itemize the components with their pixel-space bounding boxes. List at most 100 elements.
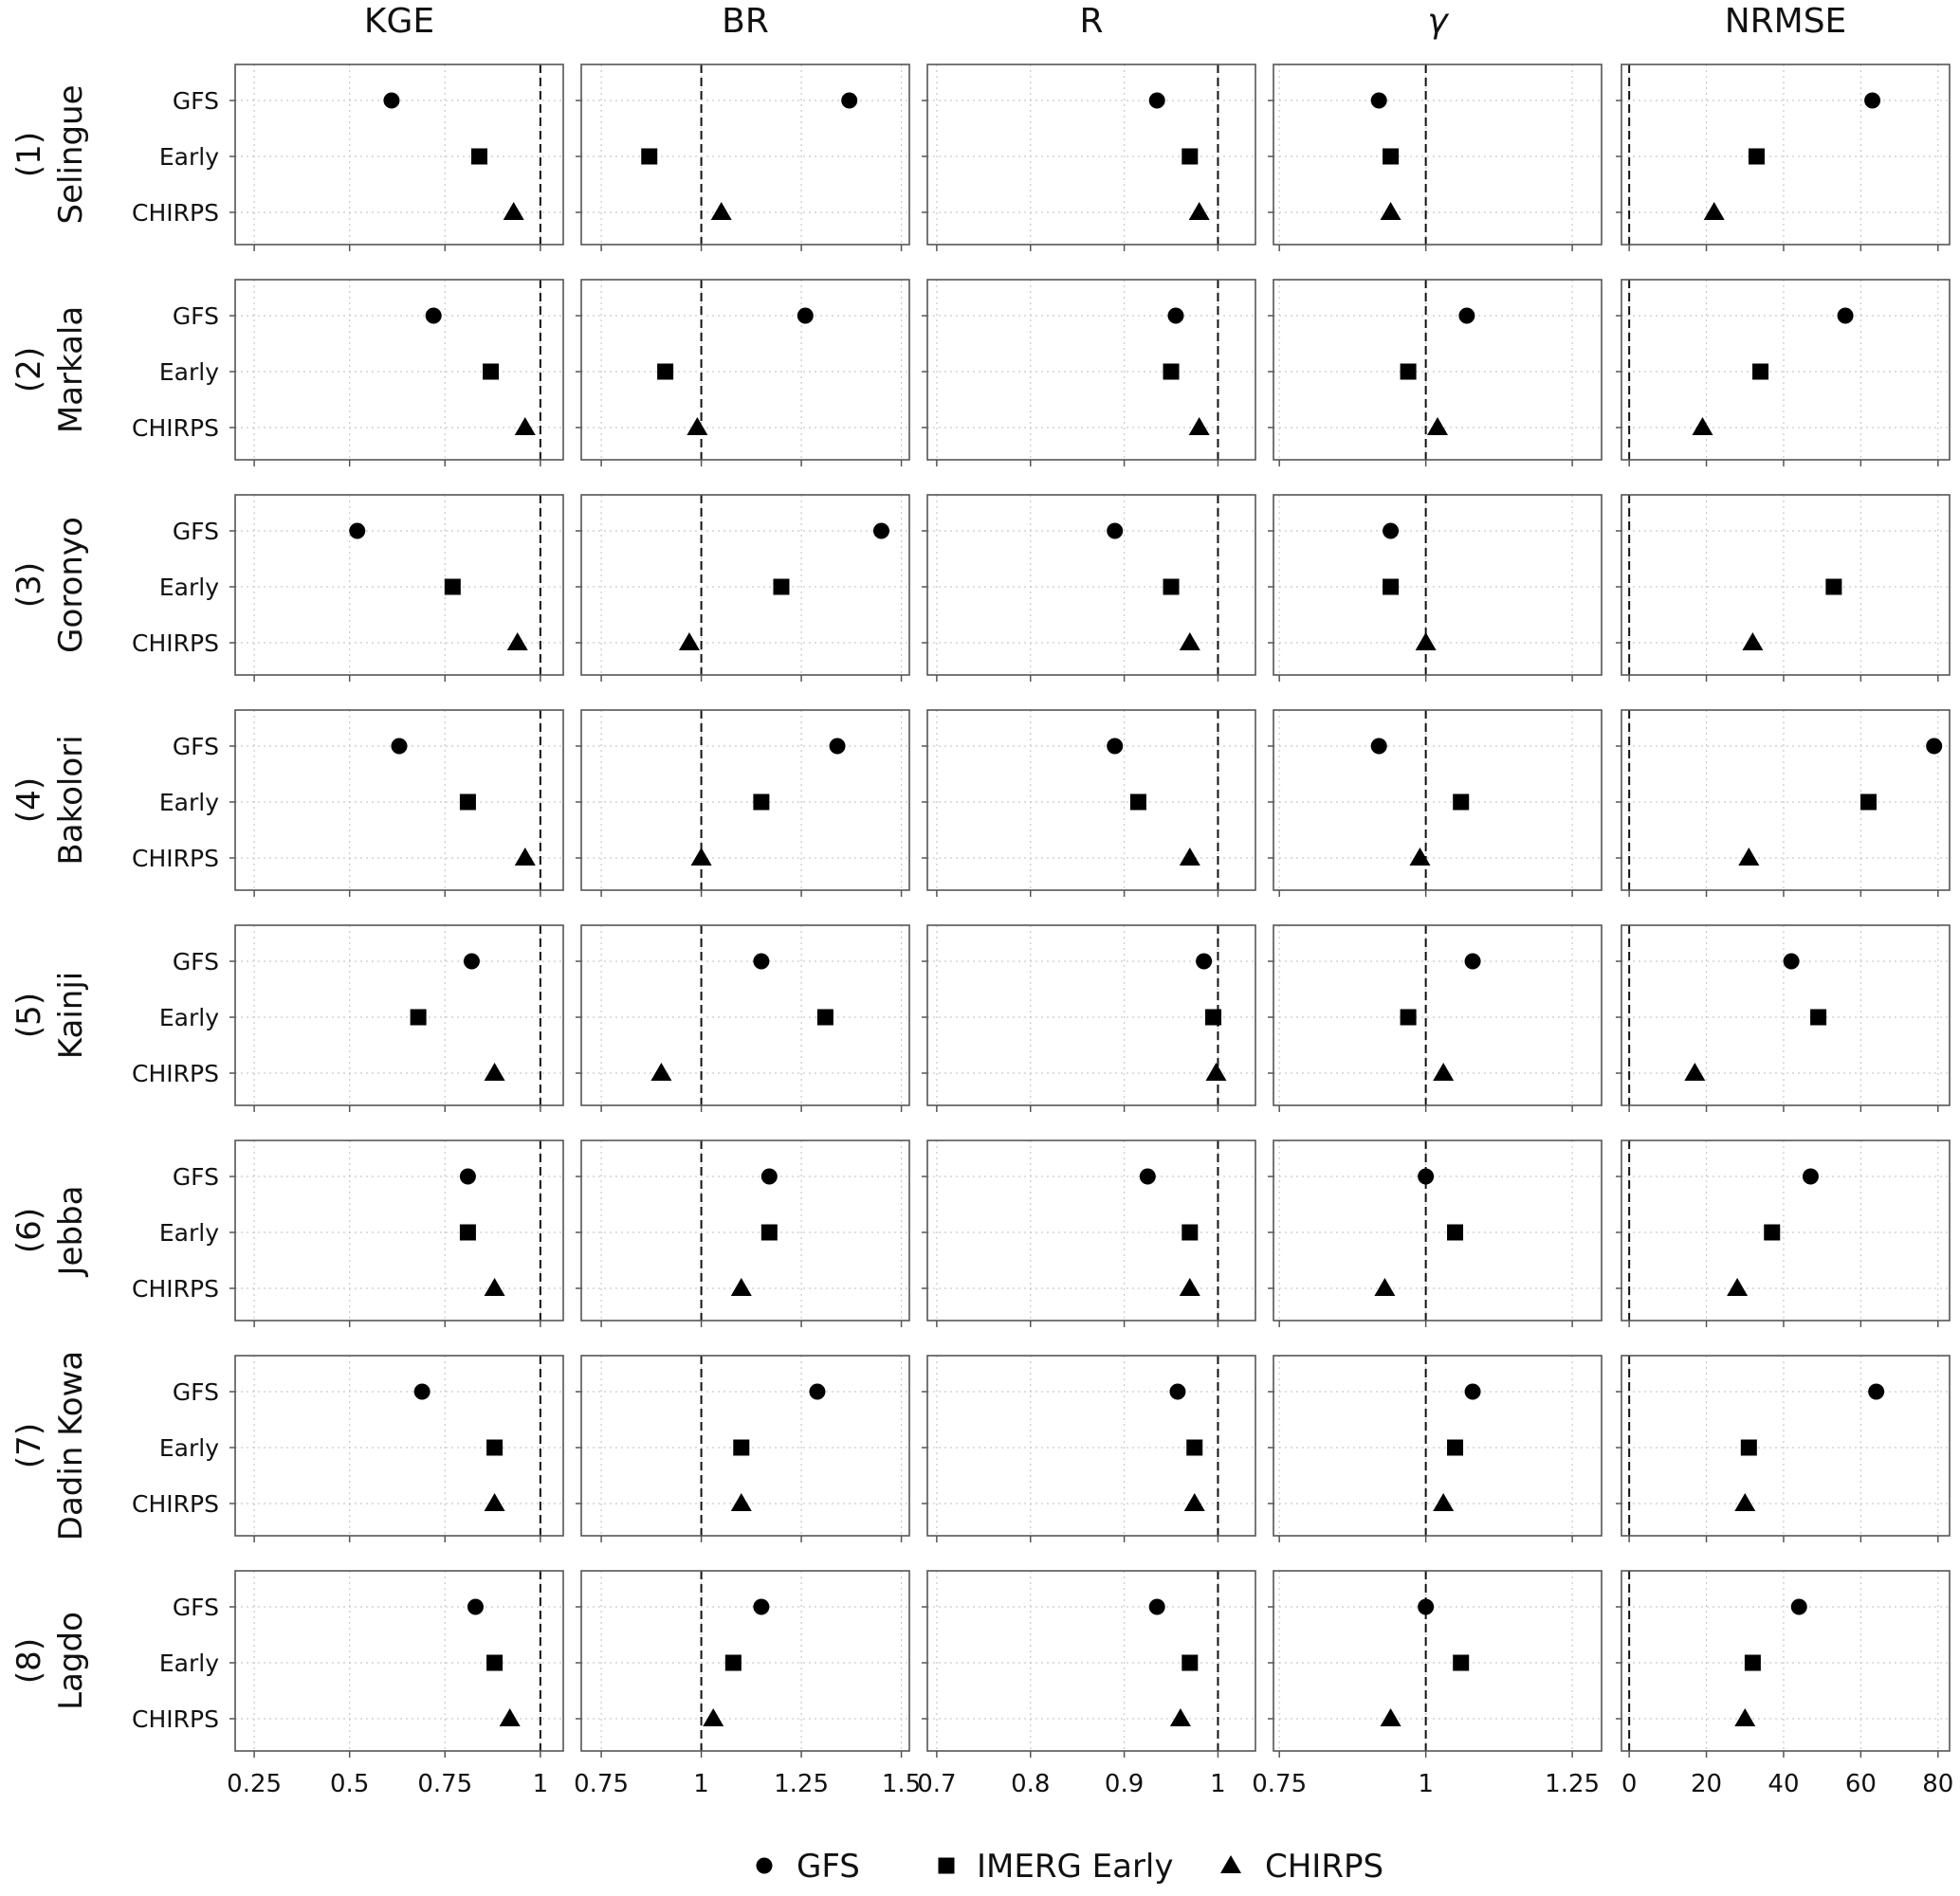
data-point-circle: [349, 522, 366, 539]
panel-frame: [926, 924, 1256, 1106]
reservoir-label: (2) Markala: [10, 306, 90, 433]
data-point-circle: [1790, 1598, 1807, 1615]
data-point-square: [1181, 1654, 1199, 1671]
data-point-square: [657, 363, 674, 380]
data-point-circle: [1926, 738, 1943, 755]
panel-frame: [1621, 1355, 1951, 1537]
data-point-circle: [1783, 953, 1800, 970]
data-point-square: [1453, 1654, 1470, 1671]
data-point-triangle: [1374, 1278, 1396, 1296]
data-point-circle: [1868, 1383, 1885, 1400]
category-label: Early: [159, 789, 219, 816]
panel-frame: [234, 1355, 564, 1537]
data-point-circle: [809, 1383, 826, 1400]
reservoir-name: Bakolori: [52, 735, 90, 865]
panel-frame: [926, 494, 1256, 676]
category-label: GFS: [173, 518, 219, 545]
data-point-circle: [1148, 92, 1165, 109]
reservoir-name: Lagdo: [52, 1612, 90, 1710]
panel-frame: [234, 924, 564, 1106]
data-point-square: [1400, 363, 1417, 380]
data-point-triangle: [1703, 202, 1725, 220]
data-point-triangle: [1188, 417, 1210, 435]
data-point-triangle: [506, 632, 528, 650]
data-point-circle: [463, 953, 480, 970]
panel-frame: [580, 1139, 910, 1322]
data-point-square: [486, 1439, 504, 1456]
data-point-square: [459, 1224, 476, 1241]
data-point-circle: [753, 1598, 770, 1615]
data-point-triangle: [484, 1278, 505, 1296]
data-point-triangle: [1734, 1708, 1756, 1726]
data-point-square: [816, 1009, 833, 1026]
category-label: Early: [159, 574, 219, 601]
category-label: GFS: [173, 87, 219, 115]
data-point-square: [1744, 1654, 1761, 1671]
reservoir-name: Jebba: [52, 1186, 90, 1278]
data-point-circle: [760, 1168, 778, 1185]
x-tick-label: 0.7: [917, 1770, 956, 1798]
x-tick-label: 1: [693, 1770, 709, 1798]
data-point-triangle: [1179, 632, 1200, 650]
data-point-triangle: [514, 417, 536, 435]
data-point-triangle: [1727, 1278, 1749, 1296]
data-point-triangle: [678, 632, 700, 650]
data-point-circle: [1418, 1598, 1435, 1615]
category-label: Early: [159, 1434, 219, 1462]
reservoir-index: (5): [10, 993, 48, 1038]
reservoir-label: (4) Bakolori: [10, 735, 90, 865]
data-point-circle: [413, 1383, 430, 1400]
panel-frame: [580, 279, 910, 461]
data-point-triangle: [484, 1063, 505, 1081]
category-label: CHIRPS: [132, 629, 219, 657]
panel-frame: [580, 64, 910, 246]
data-point-circle: [1370, 92, 1387, 109]
x-tick-label: 0.75: [574, 1770, 629, 1798]
x-tick-label: 1.25: [1545, 1770, 1600, 1798]
reservoir-name: Dadin Kowa: [52, 1351, 90, 1540]
data-point-circle: [1864, 92, 1881, 109]
panel-frame: [580, 924, 910, 1106]
data-point-triangle: [1179, 848, 1200, 866]
data-point-triangle: [1734, 1493, 1756, 1511]
data-point-square: [1740, 1439, 1757, 1456]
reservoir-index: (6): [10, 1208, 48, 1253]
data-point-circle: [1107, 522, 1124, 539]
panel-frame: [1273, 279, 1603, 461]
category-label: GFS: [173, 733, 219, 760]
data-point-circle: [391, 738, 408, 755]
data-point-circle: [1464, 1383, 1481, 1400]
category-label: Early: [159, 1004, 219, 1031]
panel-frame: [1273, 1139, 1603, 1322]
category-label: CHIRPS: [132, 845, 219, 872]
data-point-triangle: [499, 1708, 521, 1726]
category-label: CHIRPS: [132, 1275, 219, 1303]
data-point-circle: [872, 522, 889, 539]
data-point-square: [724, 1654, 742, 1671]
metric-title-1: BR: [722, 2, 769, 41]
x-tick-label: 1: [1210, 1770, 1226, 1798]
data-point-circle: [797, 307, 814, 324]
panel-frame: [234, 64, 564, 246]
x-tick-label: 20: [1691, 1770, 1722, 1798]
data-point-square: [1163, 363, 1180, 380]
panel-frame: [580, 494, 910, 676]
data-point-square: [1181, 148, 1199, 165]
panel-frame: [580, 709, 910, 891]
data-point-square: [1186, 1439, 1203, 1456]
panel-frame: [1621, 279, 1951, 461]
data-point-square: [1748, 148, 1765, 165]
data-point-circle: [753, 953, 770, 970]
reservoir-index: (3): [10, 562, 48, 608]
category-label: Early: [159, 358, 219, 386]
category-label: GFS: [173, 1378, 219, 1406]
panel-frame: [1621, 924, 1951, 1106]
x-tick-label: 1.25: [774, 1770, 829, 1798]
legend-marker-triangle: [1220, 1855, 1241, 1873]
data-point-square: [410, 1009, 427, 1026]
legend-label: IMERG Early: [977, 1848, 1174, 1886]
data-point-square: [1163, 578, 1180, 595]
panel-frame: [1273, 709, 1603, 891]
data-point-triangle: [710, 202, 732, 220]
